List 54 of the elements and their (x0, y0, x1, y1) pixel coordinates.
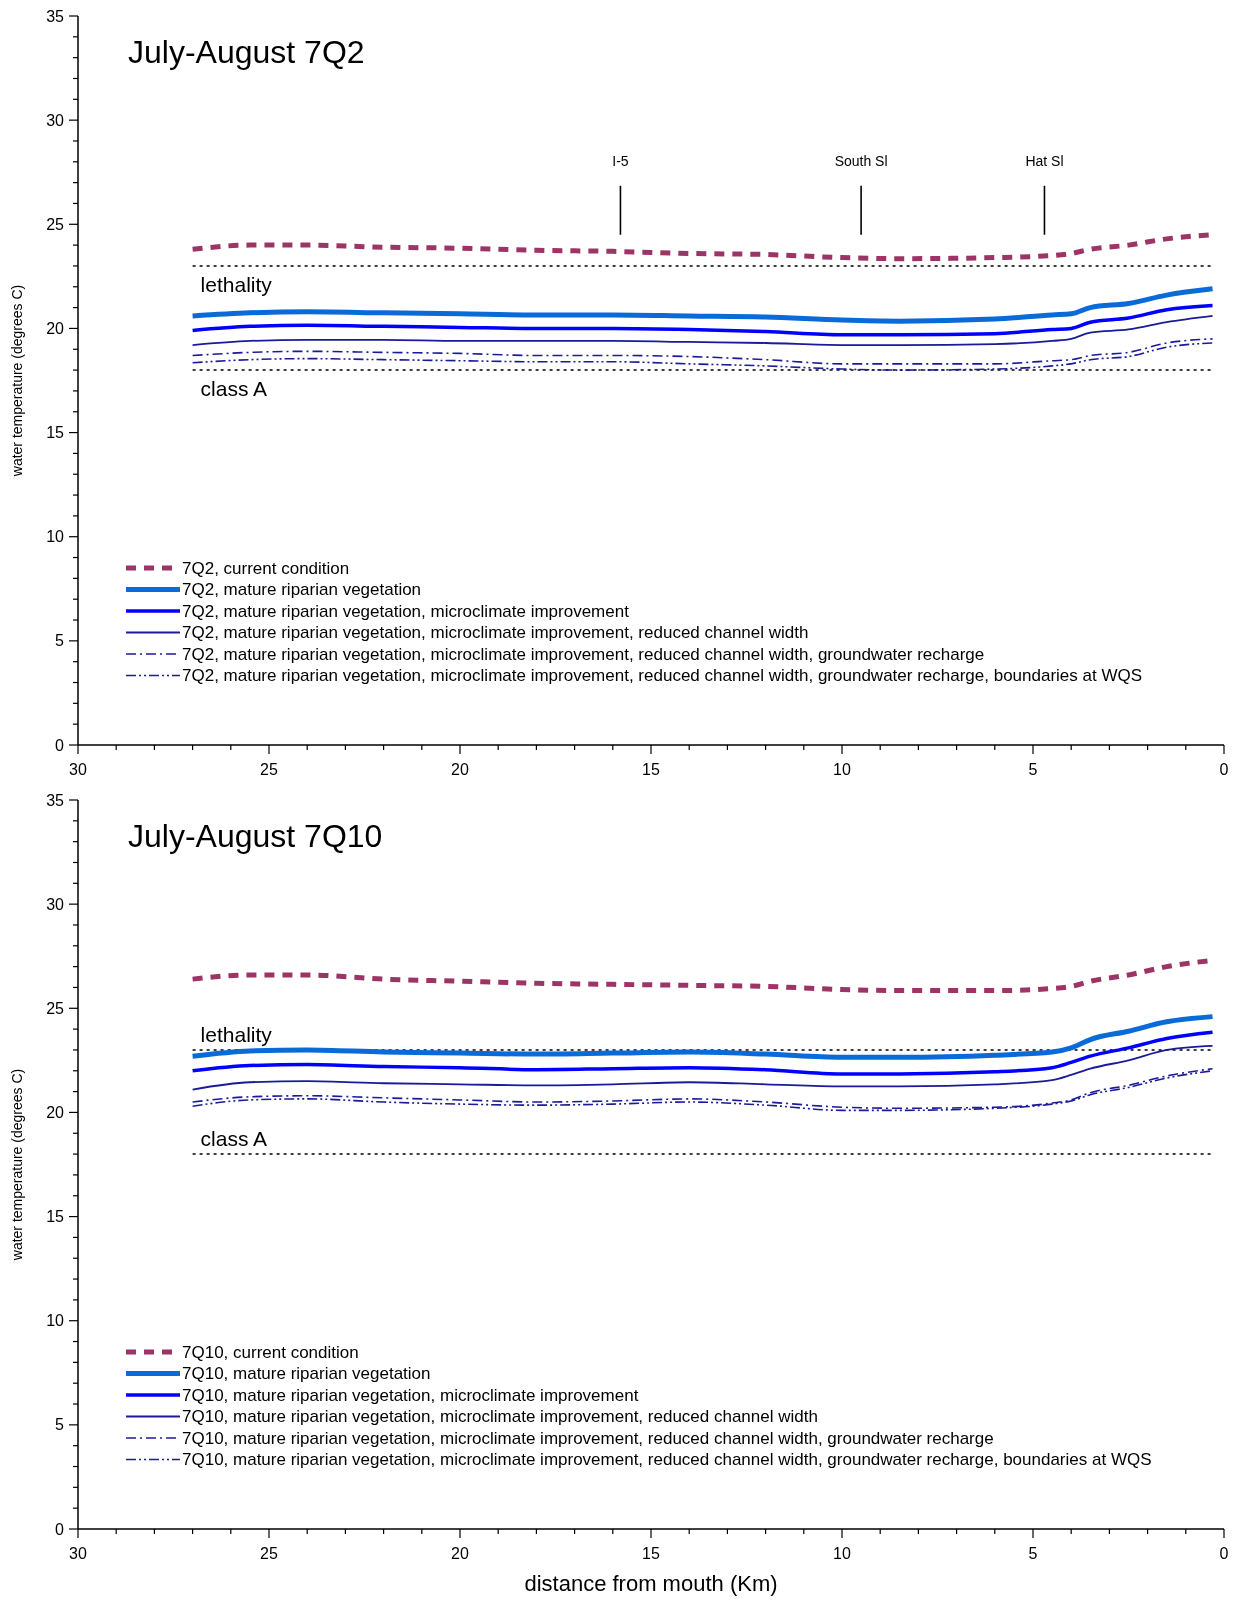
legend-label: 7Q10, mature riparian vegetation, microclimate improvement, reduced channel width (182, 1407, 818, 1427)
legend-label: 7Q10, current condition (182, 1342, 359, 1362)
x-tick-label: 15 (642, 761, 660, 778)
legend-label: 7Q10, mature riparian vegetation, microclimate improvement, reduced channel width, groundwater recharge, boundaries at WQS (182, 1450, 1152, 1470)
y-tick-label: 20 (46, 320, 65, 338)
x-tick-label: 10 (833, 1545, 851, 1562)
ref-line-label: I-5 (612, 152, 629, 169)
legend-label: 7Q2, mature riparian vegetation, microclimate improvement, reduced channel width, groundwater recharge (182, 644, 985, 664)
y-tick-label: 30 (46, 895, 65, 913)
y-tick-label: 30 (46, 111, 65, 129)
y-tick-label: 15 (46, 424, 65, 442)
x-tick-label: 5 (1028, 761, 1038, 778)
y-tick-label: 5 (55, 632, 65, 650)
x-tick-label: 25 (260, 761, 278, 778)
ref-line-label: class A (200, 1127, 268, 1151)
x-axis-title: distance from mouth (Km) (524, 1571, 778, 1596)
ref-line-label: lethality (200, 272, 273, 296)
y-axis-title: water temperature (degrees C) (9, 284, 25, 478)
ref-line-label: lethality (200, 1022, 273, 1046)
y-tick-label: 25 (46, 999, 65, 1017)
y-tick-label: 35 (46, 7, 65, 25)
legend-label: 7Q2, mature riparian vegetation, microclimate improvement, reduced channel width (182, 623, 809, 643)
y-tick-label: 15 (46, 1208, 65, 1226)
x-tick-label: 15 (642, 1545, 660, 1562)
x-tick-label: 30 (69, 1545, 87, 1562)
x-tick-label: 0 (1219, 761, 1229, 778)
ref-line-label: class A (200, 377, 268, 401)
x-tick-label: 10 (833, 761, 851, 778)
x-tick-label: 0 (1219, 1545, 1229, 1562)
legend-label: 7Q10, mature riparian vegetation, microclimate improvement (182, 1385, 639, 1405)
text: July-August 7Q2 (128, 34, 365, 70)
y-tick-label: 25 (46, 215, 65, 233)
y-tick-label: 35 (46, 791, 65, 809)
legend-label: 7Q2, mature riparian vegetation, microclimate improvement, reduced channel width, groundwater recharge, boundaries at WQS (182, 666, 1143, 686)
legend-label: 7Q10, mature riparian vegetation (182, 1364, 431, 1384)
y-axis-title: water temperature (degrees C) (9, 1068, 25, 1262)
x-tick-label: 30 (69, 761, 87, 778)
y-tick-label: 10 (46, 528, 65, 546)
x-tick-label: 25 (260, 1545, 278, 1562)
legend-label: 7Q10, mature riparian vegetation, microclimate improvement, reduced channel width, groundwater recharge (182, 1428, 994, 1448)
legend-label: 7Q2, mature riparian vegetation, microclimate improvement (182, 601, 630, 621)
x-tick-label: 5 (1028, 1545, 1038, 1562)
y-tick-label: 0 (55, 736, 65, 754)
y-tick-label: 5 (55, 1416, 65, 1434)
y-tick-label: 20 (46, 1104, 65, 1122)
legend-label: 7Q2, mature riparian vegetation (182, 580, 422, 600)
x-tick-label: 20 (451, 761, 469, 778)
x-tick-label: 20 (451, 1545, 469, 1562)
y-tick-label: 0 (55, 1520, 65, 1538)
ref-line-label: Hat Sl (1025, 152, 1064, 169)
y-tick-label: 10 (46, 1312, 65, 1330)
ref-line-label: South Sl (834, 152, 888, 169)
legend-label: 7Q2, current condition (182, 558, 350, 578)
text: July-August 7Q10 (128, 818, 383, 854)
